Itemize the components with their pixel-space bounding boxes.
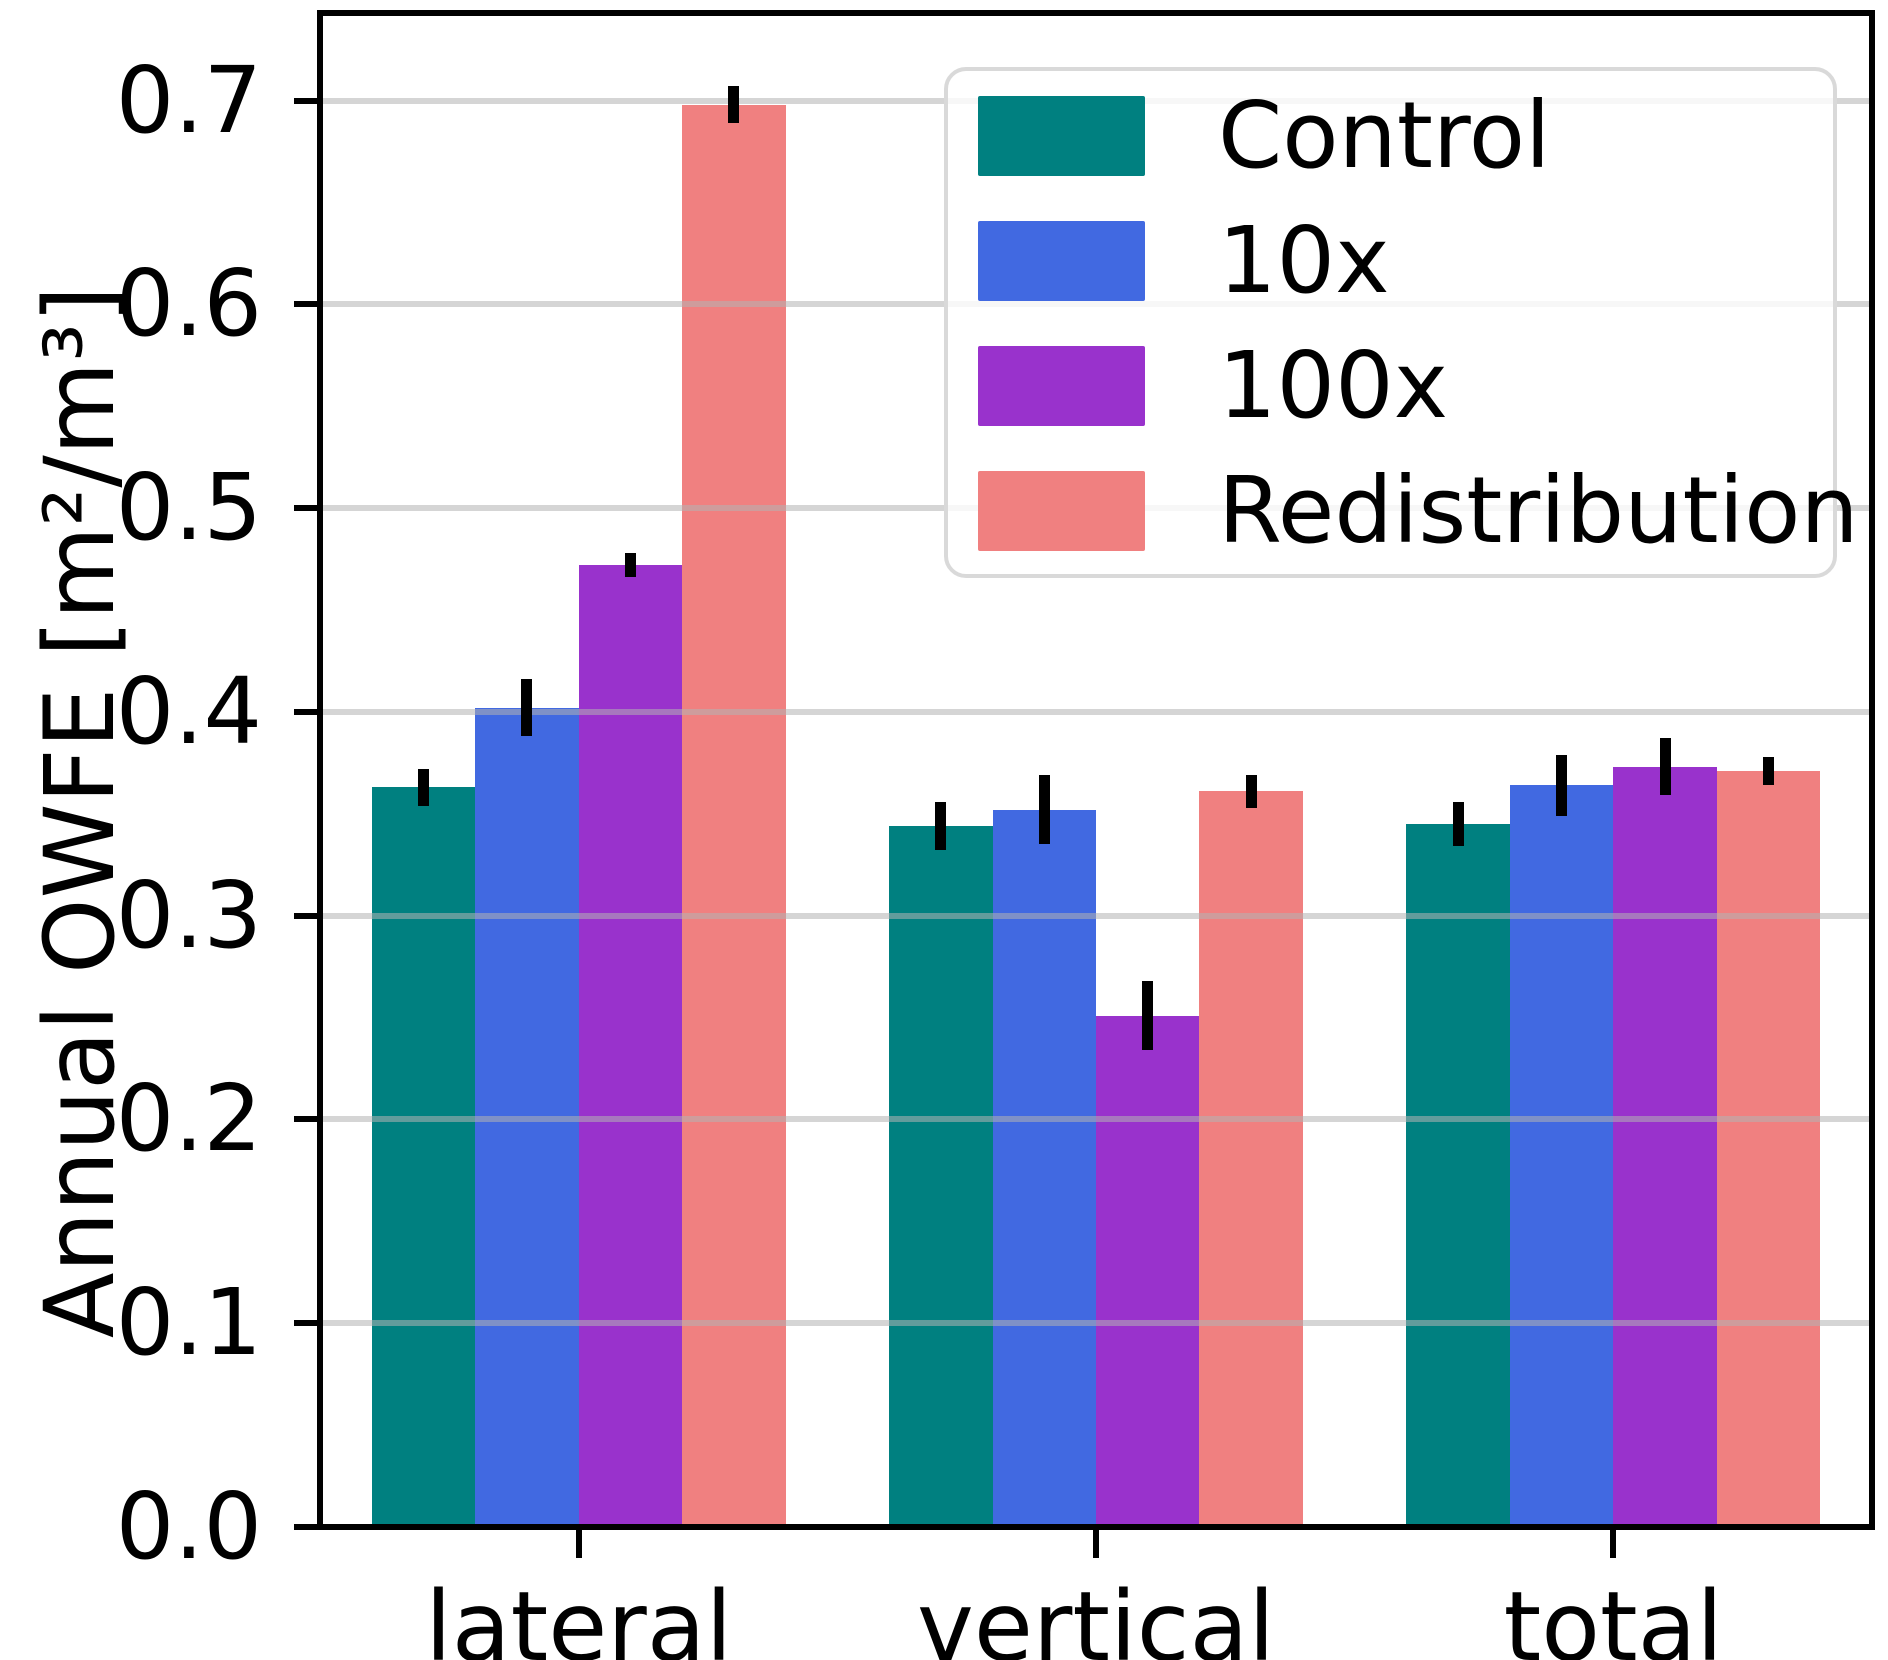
y-axis-title: Annual OWFE [m²/m³] xyxy=(24,285,136,1339)
error-bar-vertical-100x xyxy=(1142,980,1154,1051)
legend: Control 10x 100x Redistribution xyxy=(944,67,1859,578)
error-bar-total-redistribution xyxy=(1763,756,1775,786)
x-tick-lateral xyxy=(575,1530,582,1558)
error-bar-vertical-10x xyxy=(1038,775,1050,845)
plot-area: 0.0 0.1 0.2 0.3 0.4 0.5 0.6 0.7 lateral vertical… xyxy=(116,10,1875,1660)
gridline-0.4 xyxy=(320,708,1872,715)
legend-label-100x: 100x xyxy=(1218,332,1449,439)
legend-label-redistribution: Redistribution xyxy=(1218,457,1859,564)
legend-item-control: Control xyxy=(948,73,1833,198)
y-tick-0.6 xyxy=(294,301,320,308)
y-tick-0.3 xyxy=(294,912,320,919)
legend-swatch-control xyxy=(978,95,1145,176)
legend-item-100x: 100x xyxy=(948,323,1833,448)
error-bar-vertical-redistribution xyxy=(1245,775,1257,808)
error-bar-lateral-10x xyxy=(521,679,533,737)
x-tick-vertical xyxy=(1093,1530,1099,1558)
y-tick-label-0.6: 0.6 xyxy=(115,250,262,358)
bar-vertical-10x xyxy=(992,809,1096,1527)
left-spine xyxy=(317,10,323,1530)
error-bar-lateral-100x xyxy=(624,552,636,578)
bar-total-control xyxy=(1406,824,1510,1527)
error-bar-vertical-control xyxy=(935,801,947,851)
legend-item-redistribution: Redistribution xyxy=(948,448,1859,573)
bar-lateral-100x xyxy=(578,565,683,1527)
error-bar-lateral-redistribution xyxy=(728,86,740,124)
legend-swatch-100x xyxy=(978,345,1145,426)
gridline-0.2 xyxy=(320,1116,1872,1123)
y-tick-label-0.3: 0.3 xyxy=(115,861,262,969)
legend-item-10x: 10x xyxy=(948,198,1833,323)
y-tick-label-0.2: 0.2 xyxy=(115,1065,262,1173)
bottom-spine xyxy=(317,1524,1875,1530)
bar-vertical-control xyxy=(889,826,993,1527)
x-tick-label-total: total xyxy=(1503,1571,1724,1660)
y-tick-0 xyxy=(294,1524,320,1530)
right-spine xyxy=(1869,10,1875,1530)
y-tick-label-0.7: 0.7 xyxy=(115,46,262,154)
legend-label-control: Control xyxy=(1218,82,1551,189)
error-bar-lateral-control xyxy=(417,768,429,806)
bar-total-redistribution xyxy=(1716,771,1821,1527)
x-tick-total xyxy=(1610,1530,1617,1558)
gridline-0.3 xyxy=(320,912,1872,919)
bar-vertical-100x xyxy=(1096,1015,1200,1527)
y-tick-0.5 xyxy=(294,505,320,512)
y-tick-0.7 xyxy=(294,97,320,104)
bar-total-10x xyxy=(1509,785,1614,1527)
y-tick-label-0.4: 0.4 xyxy=(115,657,262,765)
y-tick-label-0.5: 0.5 xyxy=(115,454,262,562)
legend-swatch-redistribution xyxy=(978,470,1145,551)
bar-lateral-redistribution xyxy=(682,104,786,1527)
bar-lateral-control xyxy=(371,787,476,1527)
bar-total-100x xyxy=(1613,766,1717,1527)
error-bar-total-control xyxy=(1452,801,1464,847)
error-bar-total-100x xyxy=(1659,738,1671,796)
legend-label-10x: 10x xyxy=(1218,207,1390,314)
bar-vertical-redistribution xyxy=(1199,791,1303,1527)
gridline-0.1 xyxy=(320,1320,1872,1327)
y-tick-0.2 xyxy=(294,1116,320,1123)
x-tick-label-vertical: vertical xyxy=(917,1571,1275,1660)
y-tick-0.1 xyxy=(294,1320,320,1327)
x-tick-label-lateral: lateral xyxy=(425,1571,733,1660)
y-tick-label-0.1: 0.1 xyxy=(115,1269,262,1377)
top-spine xyxy=(317,10,1875,16)
error-bar-total-10x xyxy=(1556,754,1568,816)
legend-swatch-10x xyxy=(978,220,1145,301)
y-tick-0.4 xyxy=(294,708,320,715)
y-tick-label-0: 0.0 xyxy=(115,1473,262,1580)
